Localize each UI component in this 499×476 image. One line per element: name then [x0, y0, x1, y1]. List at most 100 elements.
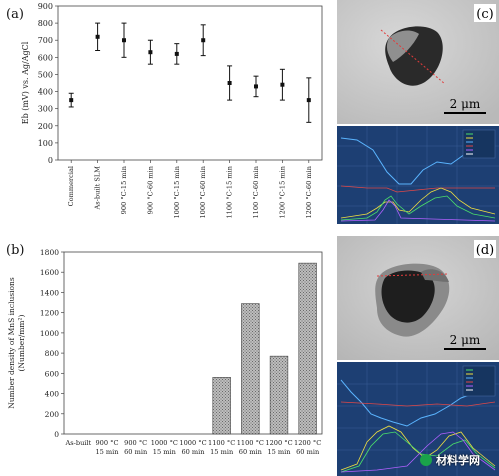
chart-a: 0 100 200 300 400 500 600 700 800 900 Eb (mV) vs. …: [6, 2, 323, 219]
micrograph-c: 2 μm (c): [337, 0, 499, 124]
spectrum-legend-swatches: [466, 133, 473, 155]
data-point: [174, 51, 179, 56]
watermark-text: 材料学网: [436, 454, 480, 467]
y-tick-label: 500: [38, 70, 53, 79]
y-tick-label: 800: [38, 19, 53, 28]
trace-yellow: [340, 425, 496, 471]
x-tick-label-line1: 900 °C: [124, 439, 147, 447]
trace-red: [340, 185, 495, 193]
line-scan-path: [380, 29, 446, 85]
y-tick-label: 1200: [40, 309, 59, 318]
inclusion-phase: [421, 269, 449, 282]
scale-bar-line: [444, 348, 486, 350]
trace-blue: [340, 379, 496, 427]
x-tick-label-line2: 15 min: [95, 448, 119, 456]
data-point: [122, 38, 126, 43]
wechat-icon: [420, 454, 432, 466]
panel-letter-d: (d): [476, 243, 494, 258]
data-point: [69, 98, 74, 103]
spectrum-legend-swatches: [466, 369, 473, 391]
spectrum-legend: [462, 365, 496, 397]
spectrum-legend: [462, 129, 496, 159]
data-point: [201, 38, 206, 43]
y-tick-label: 1000: [40, 329, 59, 338]
y-tick-label: 1800: [40, 248, 59, 257]
bar: [298, 262, 317, 435]
trace-purple: [340, 431, 496, 473]
x-tick-label: 1100 °C-60 min: [252, 165, 260, 218]
bar: [269, 355, 289, 435]
x-tick-label: 1000 °C-60 min: [199, 165, 207, 218]
x-tick-label-line2: 60 min: [181, 448, 205, 456]
panel-letter-bg: [474, 240, 496, 258]
inclusion-phase: [386, 30, 419, 62]
scale-bar-label: 2 μm: [450, 97, 481, 111]
panel-letter-a: (a): [6, 7, 24, 22]
trace-green: [340, 195, 496, 221]
line-scan-path: [376, 273, 450, 277]
x-tick-label-line1: 1000 °C: [179, 439, 206, 447]
x-tick-label-line1: 1000 °C: [151, 439, 178, 447]
x-tick-label-line1: 1100 °C: [208, 439, 235, 447]
x-tick-label-line1: 1100 °C: [237, 439, 264, 447]
x-tick-label: 1200 °C-15 min: [278, 165, 286, 218]
y-axis-label-line1: Number density of MnS inclusions: [7, 277, 16, 409]
trace-purple: [340, 199, 496, 222]
x-tick-label: 1200 °C-60 min: [305, 165, 313, 218]
trace-green: [340, 431, 496, 473]
x-tick-label-line1: 1200 °C: [265, 439, 292, 447]
x-tick-label-line2: 60 min: [296, 448, 320, 456]
line-scan-spectrum-d: [337, 362, 499, 476]
x-tick-label-line2: 60 min: [239, 448, 263, 456]
panel-letter-b: (b): [6, 243, 24, 258]
panel-letter-bg: [474, 4, 496, 22]
x-tick-label-line2: 15 min: [153, 448, 177, 456]
y-tick-label: 200: [38, 122, 53, 131]
x-tick-label-line2: 60 min: [124, 448, 148, 456]
x-tick-label-line1: 1200 °C: [294, 439, 321, 447]
x-tick-label: 1100 °C-15 min: [226, 165, 234, 218]
y-tick-label: 1600: [40, 268, 59, 277]
data-point: [148, 50, 153, 55]
y-tick-label: 1400: [40, 288, 59, 297]
y-tick-label: 300: [38, 105, 53, 114]
inclusion-core: [381, 270, 435, 323]
data-point: [95, 34, 100, 39]
micrograph-d: 2 μm (d): [337, 236, 499, 360]
data-point: [254, 84, 258, 89]
y-tick-label: 900: [38, 2, 53, 11]
x-tick-label: 1000 °C-15 min: [173, 165, 181, 218]
x-tick-label: 900 °C-15 min: [120, 165, 128, 214]
y-axis-label: Eb (mV) vs. Ag/AgCl: [21, 41, 30, 124]
x-tick-label: 900 °C-60 min: [146, 165, 154, 214]
x-tick-label: Commercial: [67, 166, 75, 206]
trace-red: [340, 401, 496, 407]
data-point: [280, 82, 285, 87]
x-tick-label: As-built SLM: [94, 166, 102, 211]
chart-b: 0 200 400 600 800 1000 1200 1400 1600 1800 Number …: [6, 243, 323, 456]
scale-bar-line: [444, 112, 486, 114]
x-tick-label-line1: As-built: [64, 439, 91, 447]
y-tick-label: 0: [54, 430, 59, 439]
spectrum-grid: [337, 362, 499, 476]
y-tick-label: 600: [38, 53, 53, 62]
y-tick-label: 700: [38, 36, 53, 45]
watermark: 材料学网: [420, 452, 480, 468]
x-tick-label-line2: 15 min: [267, 448, 291, 456]
y-tick-label: 400: [38, 88, 53, 97]
data-point: [227, 81, 232, 85]
y-axis-label-line2: (Number/mm²): [17, 314, 26, 371]
data-point: [306, 98, 311, 103]
bar: [241, 303, 260, 435]
plot-frame: [57, 5, 323, 161]
x-tick-label-line2: 15 min: [210, 448, 234, 456]
y-tick-label: 600: [45, 369, 60, 378]
y-tick-label: 400: [45, 390, 60, 399]
y-tick-label: 800: [45, 349, 60, 358]
scale-bar-label: 2 μm: [450, 333, 481, 347]
x-tick-label-line1: 900 °C: [95, 439, 118, 447]
trace-yellow: [340, 187, 496, 219]
y-tick-label: 100: [38, 139, 53, 148]
bar: [212, 377, 231, 435]
y-tick-label: 0: [48, 156, 53, 165]
